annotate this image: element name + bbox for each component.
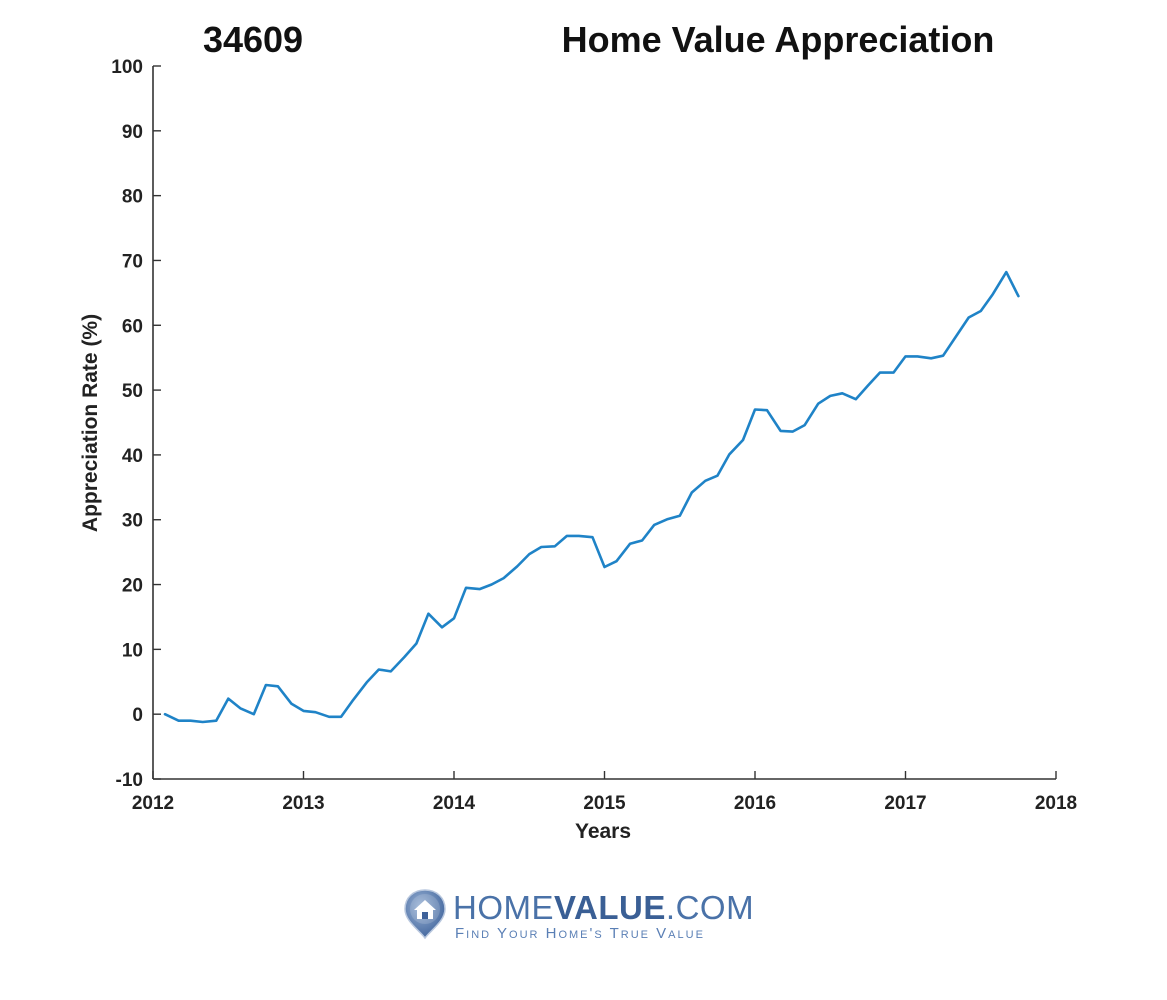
- y-tick-label: 100: [111, 57, 143, 78]
- y-tick-label: 40: [122, 446, 143, 467]
- logo-wordmark: HOMEVALUE.COM: [453, 889, 755, 926]
- chart-series: [163, 270, 1020, 724]
- y-tick-label: 80: [122, 187, 143, 208]
- x-tick-label: 2015: [583, 793, 626, 814]
- zip-code-label: 34609: [203, 19, 303, 60]
- y-axis-label: Appreciation Rate (%): [79, 314, 102, 532]
- x-tick-label: 2014: [433, 793, 476, 814]
- chart-title: Home Value Appreciation: [562, 19, 995, 60]
- y-tick-label: 0: [132, 705, 143, 726]
- x-tick-label: 2013: [282, 793, 324, 814]
- y-tick-label: 90: [122, 122, 143, 143]
- y-tick-label: 20: [122, 576, 143, 597]
- chart-ticks: -10 0 10 20 30 40 50 60 70 80 90 100 2012 2013 2014 201…: [111, 57, 1077, 814]
- y-tick-label: 50: [122, 381, 143, 402]
- y-tick-label: 30: [122, 511, 143, 532]
- x-tick-label: 2012: [132, 793, 174, 814]
- house-pin-icon: [404, 889, 446, 940]
- y-tick-label: 70: [122, 251, 143, 272]
- x-tick-label: 2017: [884, 793, 926, 814]
- appreciation-series-line: [163, 270, 1020, 724]
- y-tick-label: 60: [122, 316, 143, 337]
- y-tick-label: -10: [116, 770, 143, 791]
- homevalue-logo[interactable]: HOMEVALUE.COM Find Your Home's True Valu…: [403, 888, 763, 948]
- chart-axes: [152, 66, 1056, 780]
- x-axis-label: Years: [575, 820, 631, 843]
- x-tick-label: 2016: [734, 793, 776, 814]
- x-tick-label: 2018: [1035, 793, 1077, 814]
- y-tick-label: 10: [122, 640, 143, 661]
- logo-tagline: Find Your Home's True Value: [455, 925, 705, 942]
